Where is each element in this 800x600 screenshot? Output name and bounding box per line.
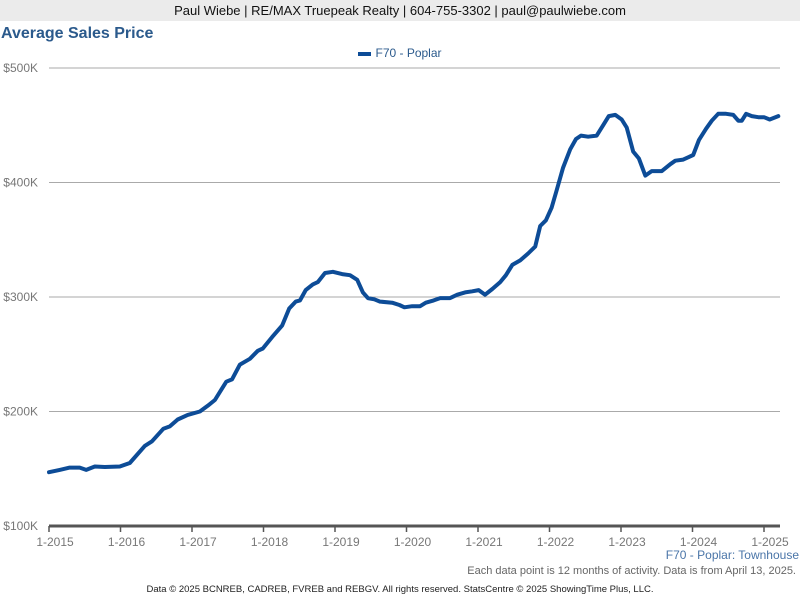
x-tick-label: 1-2024 bbox=[680, 535, 718, 549]
y-tick-label: $400K bbox=[3, 176, 38, 190]
y-tick-label: $100K bbox=[3, 519, 38, 533]
legend-swatch bbox=[358, 51, 372, 56]
x-tick-label: 1-2023 bbox=[608, 535, 646, 549]
copyright: Data © 2025 BCNREB, CADREB, FVREB and RE… bbox=[146, 584, 654, 595]
chart-subtitle: F70 - Poplar: Townhouse bbox=[665, 548, 799, 562]
data-note: Each data point is 12 months of activity… bbox=[467, 565, 796, 577]
y-tick-label: $200K bbox=[3, 405, 38, 419]
x-tick-label: 1-2017 bbox=[179, 535, 217, 549]
x-tick-label: 1-2016 bbox=[108, 535, 146, 549]
x-tick-label: 1-2025 bbox=[751, 535, 789, 549]
series-line bbox=[47, 111, 781, 475]
x-tick-label: 1-2015 bbox=[36, 535, 74, 549]
legend: F70 - Poplar bbox=[0, 46, 800, 60]
legend-label: F70 - Poplar bbox=[375, 46, 442, 60]
y-tick-label: $500K bbox=[3, 61, 38, 75]
x-tick-label: 1-2019 bbox=[322, 535, 360, 549]
x-tick-label: 1-2022 bbox=[537, 535, 575, 549]
x-tick-label: 1-2021 bbox=[465, 535, 503, 549]
chart-title: Average Sales Price bbox=[1, 25, 154, 42]
contact-header: Paul Wiebe | RE/MAX Truepeak Realty | 60… bbox=[0, 0, 800, 21]
x-tick-label: 1-2018 bbox=[251, 535, 289, 549]
y-tick-label: $300K bbox=[3, 290, 38, 304]
x-tick-label: 1-2020 bbox=[394, 535, 432, 549]
